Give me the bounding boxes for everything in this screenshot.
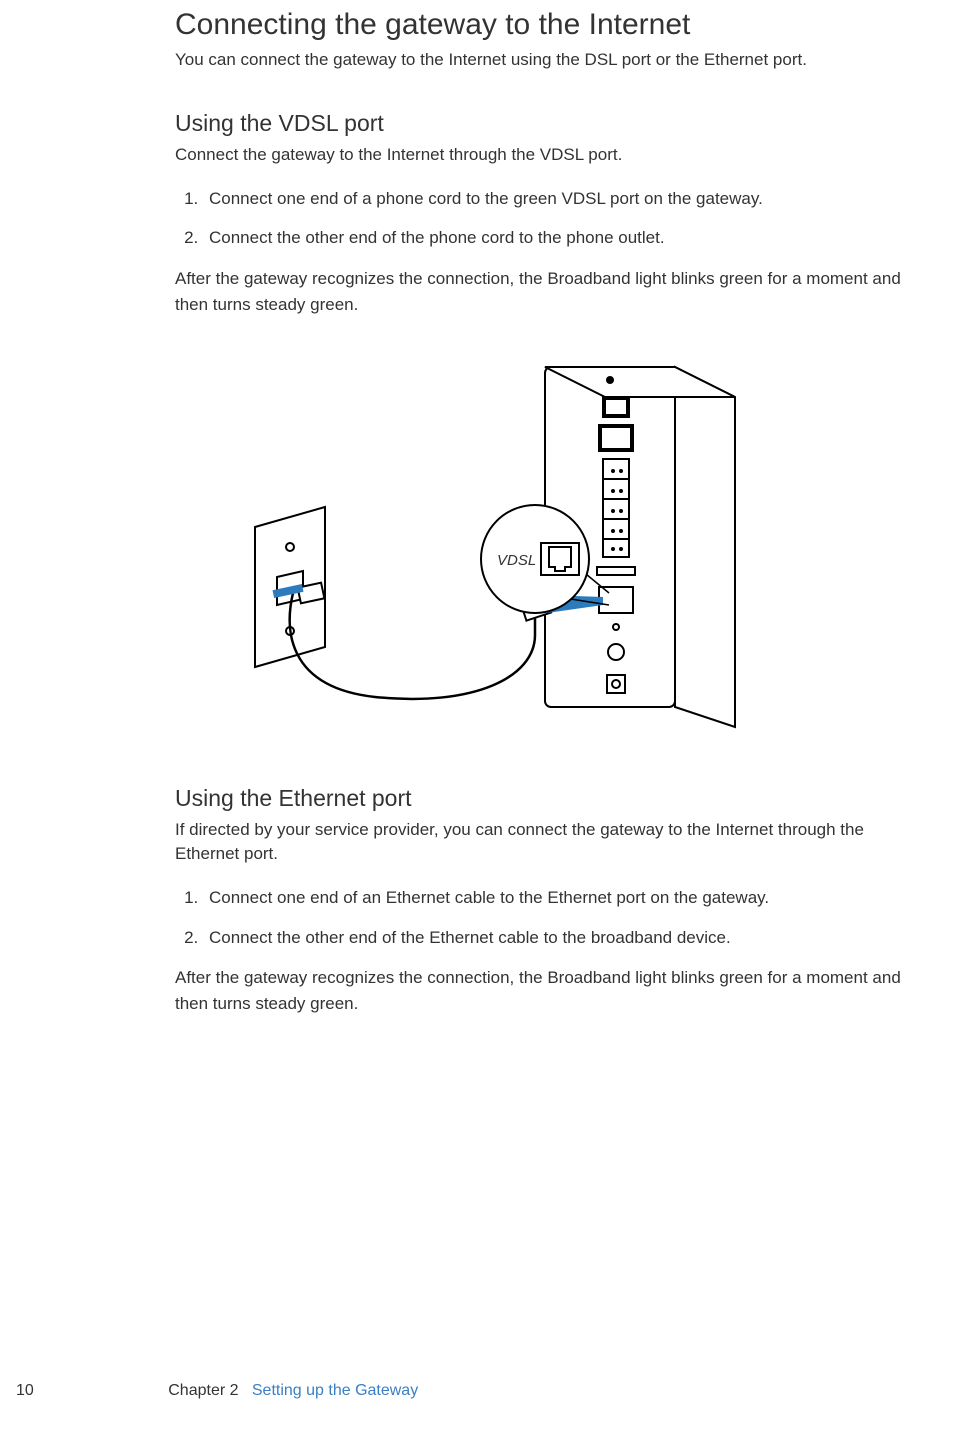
list-item: Connect the other end of the phone cord …	[203, 226, 909, 250]
list-item: Connect one end of an Ethernet cable to …	[203, 886, 909, 910]
ethernet-desc: If directed by your service provider, yo…	[175, 818, 909, 866]
chapter-label: Chapter 2	[168, 1382, 238, 1399]
list-item: Connect the other end of the Ethernet ca…	[203, 926, 909, 950]
page-footer: 10 Chapter 2 Setting up the Gateway	[0, 1382, 418, 1400]
page-number: 10	[16, 1382, 34, 1399]
vdsl-heading: Using the VDSL port	[175, 110, 909, 137]
chapter-title: Setting up the Gateway	[252, 1382, 418, 1399]
vdsl-steps: Connect one end of a phone cord to the g…	[203, 187, 909, 251]
vdsl-after: After the gateway recognizes the connect…	[175, 266, 909, 317]
gateway-diagram-svg: VDSL	[215, 347, 815, 747]
vdsl-callout-label: VDSL	[497, 552, 536, 569]
ethernet-heading: Using the Ethernet port	[175, 785, 909, 812]
intro-text: You can connect the gateway to the Inter…	[175, 48, 909, 72]
list-item: Connect one end of a phone cord to the g…	[203, 187, 909, 211]
ethernet-after: After the gateway recognizes the connect…	[175, 965, 909, 1016]
page-title: Connecting the gateway to the Internet	[175, 8, 909, 42]
vdsl-desc: Connect the gateway to the Internet thro…	[175, 143, 909, 167]
ethernet-steps: Connect one end of an Ethernet cable to …	[203, 886, 909, 950]
document-page: Connecting the gateway to the Internet Y…	[0, 8, 959, 1436]
vdsl-diagram: VDSL	[215, 347, 815, 747]
cable-icon	[290, 593, 535, 699]
